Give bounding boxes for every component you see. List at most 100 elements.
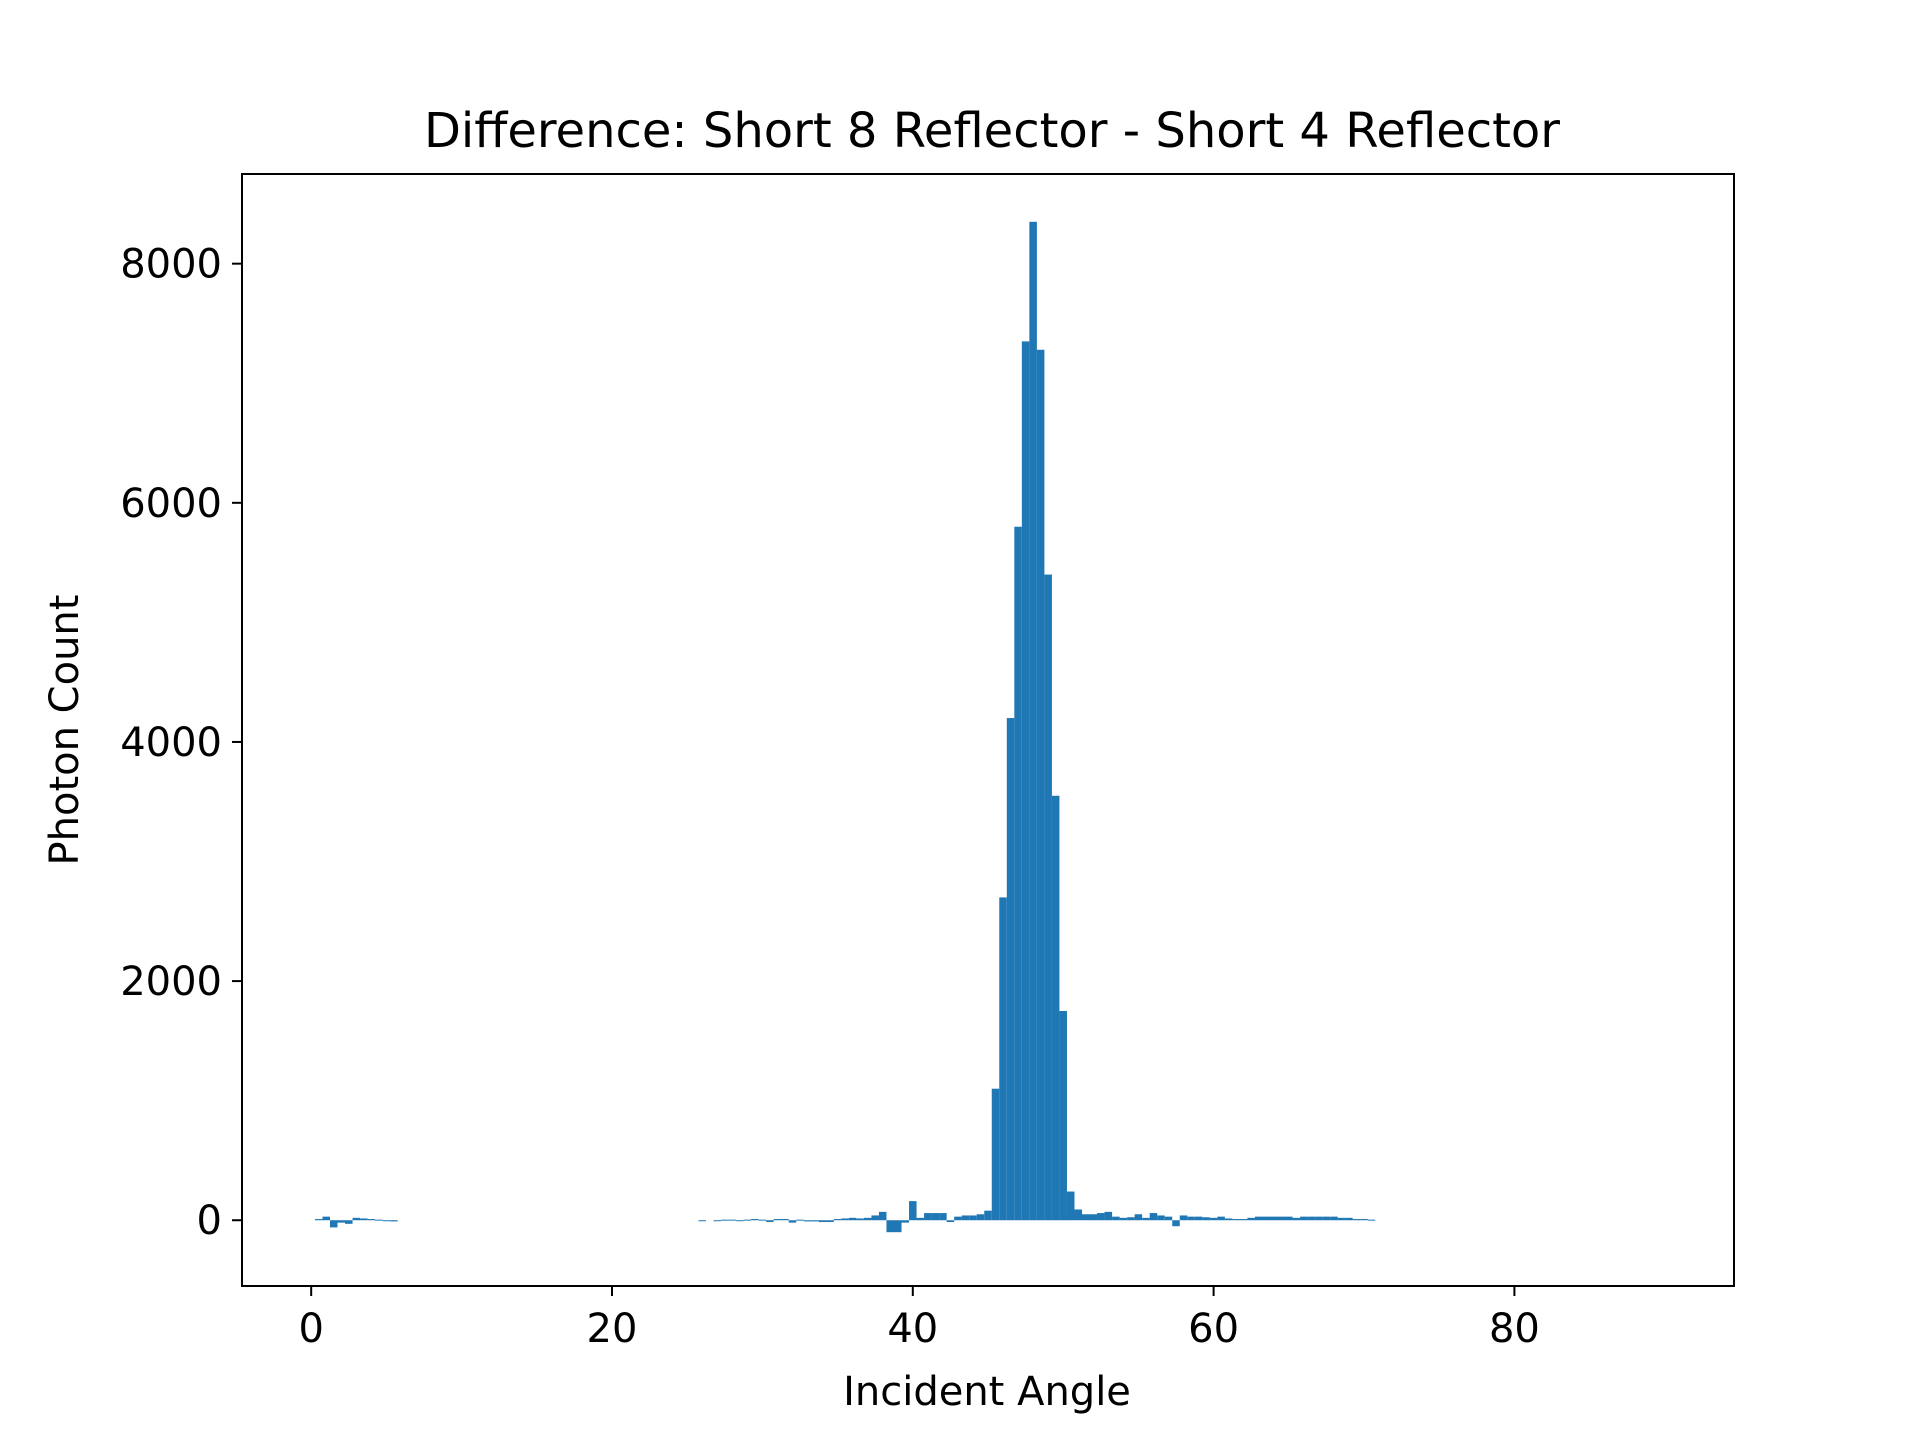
bar — [1142, 1218, 1150, 1220]
bar — [954, 1217, 962, 1221]
bar — [1232, 1219, 1240, 1220]
bar — [879, 1212, 887, 1220]
bar — [1278, 1217, 1286, 1221]
bar — [1300, 1217, 1308, 1221]
bar — [1270, 1217, 1278, 1221]
bar — [1090, 1214, 1098, 1220]
bar — [1262, 1217, 1270, 1221]
bar — [1308, 1217, 1316, 1221]
y-axis: 0 2000 4000 6000 8000 — [120, 242, 242, 1245]
bar — [804, 1220, 812, 1221]
bar — [360, 1218, 368, 1220]
bar — [330, 1220, 338, 1227]
bar — [1180, 1215, 1188, 1220]
x-axis-label: Incident Angle — [843, 1369, 1131, 1415]
bar — [1097, 1213, 1105, 1220]
x-tick-label: 80 — [1489, 1306, 1540, 1352]
chart-title: Difference: Short 8 Reflector - Short 4 … — [424, 103, 1560, 159]
bar — [1157, 1215, 1165, 1220]
y-tick-label: 2000 — [120, 959, 222, 1005]
bar — [909, 1201, 917, 1220]
bar — [1353, 1219, 1361, 1220]
bar — [826, 1220, 834, 1222]
bar — [849, 1218, 857, 1220]
bar — [751, 1219, 759, 1220]
bar — [353, 1218, 361, 1220]
bar — [1202, 1217, 1210, 1220]
bar — [841, 1218, 849, 1220]
y-axis-label: Photon Count — [42, 595, 88, 866]
bar — [1345, 1218, 1353, 1220]
bar — [1285, 1217, 1293, 1221]
bar — [939, 1213, 947, 1220]
bar — [766, 1220, 774, 1222]
bar-group — [315, 222, 1375, 1232]
plot-frame — [242, 174, 1734, 1286]
bar — [1052, 796, 1060, 1220]
bar — [1037, 350, 1045, 1220]
bar — [729, 1220, 737, 1221]
bar — [774, 1219, 782, 1220]
x-tick-label: 0 — [298, 1306, 323, 1352]
bar — [368, 1219, 376, 1220]
bar — [886, 1220, 894, 1232]
bar — [1014, 527, 1022, 1221]
bar — [338, 1220, 346, 1222]
bar — [390, 1220, 398, 1221]
y-tick-label: 8000 — [120, 242, 222, 288]
bar — [977, 1214, 985, 1220]
bar — [345, 1220, 353, 1224]
bar — [1195, 1217, 1203, 1221]
bar — [1120, 1218, 1128, 1220]
bar — [698, 1220, 706, 1221]
y-tick-label: 0 — [197, 1198, 222, 1244]
bar — [819, 1220, 827, 1222]
bar — [383, 1220, 391, 1221]
bar — [1150, 1213, 1158, 1220]
bar — [796, 1220, 804, 1221]
y-tick-label: 4000 — [120, 720, 222, 766]
bar — [969, 1215, 977, 1220]
bar — [871, 1215, 879, 1220]
x-tick-label: 40 — [887, 1306, 938, 1352]
bar — [315, 1219, 323, 1220]
y-tick-label: 6000 — [120, 481, 222, 527]
bar — [1255, 1217, 1263, 1221]
bar — [1240, 1219, 1248, 1220]
bar — [1029, 222, 1037, 1220]
bar — [1067, 1192, 1075, 1221]
bar — [856, 1218, 864, 1220]
bar — [375, 1220, 383, 1221]
bar — [744, 1220, 752, 1221]
x-tick-label: 20 — [587, 1306, 638, 1352]
x-tick-label: 60 — [1188, 1306, 1239, 1352]
bar — [1210, 1218, 1218, 1220]
bar — [864, 1218, 872, 1220]
bar — [1187, 1217, 1195, 1221]
bar — [992, 1089, 1000, 1221]
bar — [721, 1220, 729, 1221]
bar — [834, 1219, 842, 1220]
bar — [1323, 1217, 1331, 1221]
bar — [894, 1220, 902, 1232]
bar — [1135, 1214, 1143, 1220]
bar — [1330, 1217, 1338, 1221]
bar — [1112, 1217, 1120, 1221]
bar — [1217, 1217, 1225, 1221]
bar — [1044, 575, 1052, 1221]
bar — [1368, 1220, 1376, 1221]
bar — [1022, 341, 1030, 1220]
bar — [1105, 1212, 1113, 1220]
bar — [1165, 1217, 1173, 1221]
x-axis: 0 20 40 60 80 — [298, 1286, 1539, 1352]
bar — [1059, 1011, 1067, 1220]
bar — [1315, 1217, 1323, 1221]
bar — [984, 1211, 992, 1221]
bar — [1082, 1214, 1090, 1220]
bar — [1247, 1218, 1255, 1220]
bar — [947, 1220, 955, 1222]
bar — [322, 1217, 330, 1221]
bar — [1293, 1218, 1301, 1220]
bar — [781, 1219, 789, 1220]
